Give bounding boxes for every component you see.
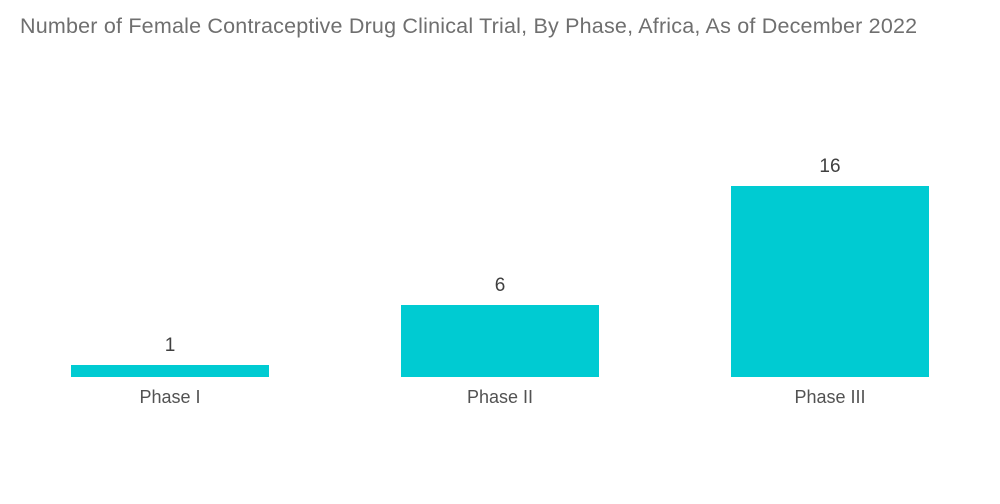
bar-group-phase-iii: 16 Phase III [665, 130, 995, 410]
chart-title: Number of Female Contraceptive Drug Clin… [20, 14, 918, 38]
category-label-phase-ii: Phase II [466, 387, 534, 407]
bar-group-phase-i: 1 Phase I [5, 130, 335, 410]
bar-phase-ii[interactable] [401, 305, 599, 377]
bar-group-phase-ii: 6 Phase II [335, 130, 665, 410]
bar-phase-i[interactable] [71, 365, 269, 377]
bar-phase-iii[interactable] [731, 186, 929, 377]
category-label-phase-iii: Phase III [794, 387, 866, 407]
bar-value-label: 1 [164, 335, 176, 357]
category-label-phase-i: Phase I [139, 387, 201, 407]
bar-value-label: 16 [819, 156, 841, 178]
bar-value-label: 6 [494, 275, 506, 297]
bar-plot-area: 1 Phase I 6 Phase II 16 Phase III [5, 130, 995, 410]
